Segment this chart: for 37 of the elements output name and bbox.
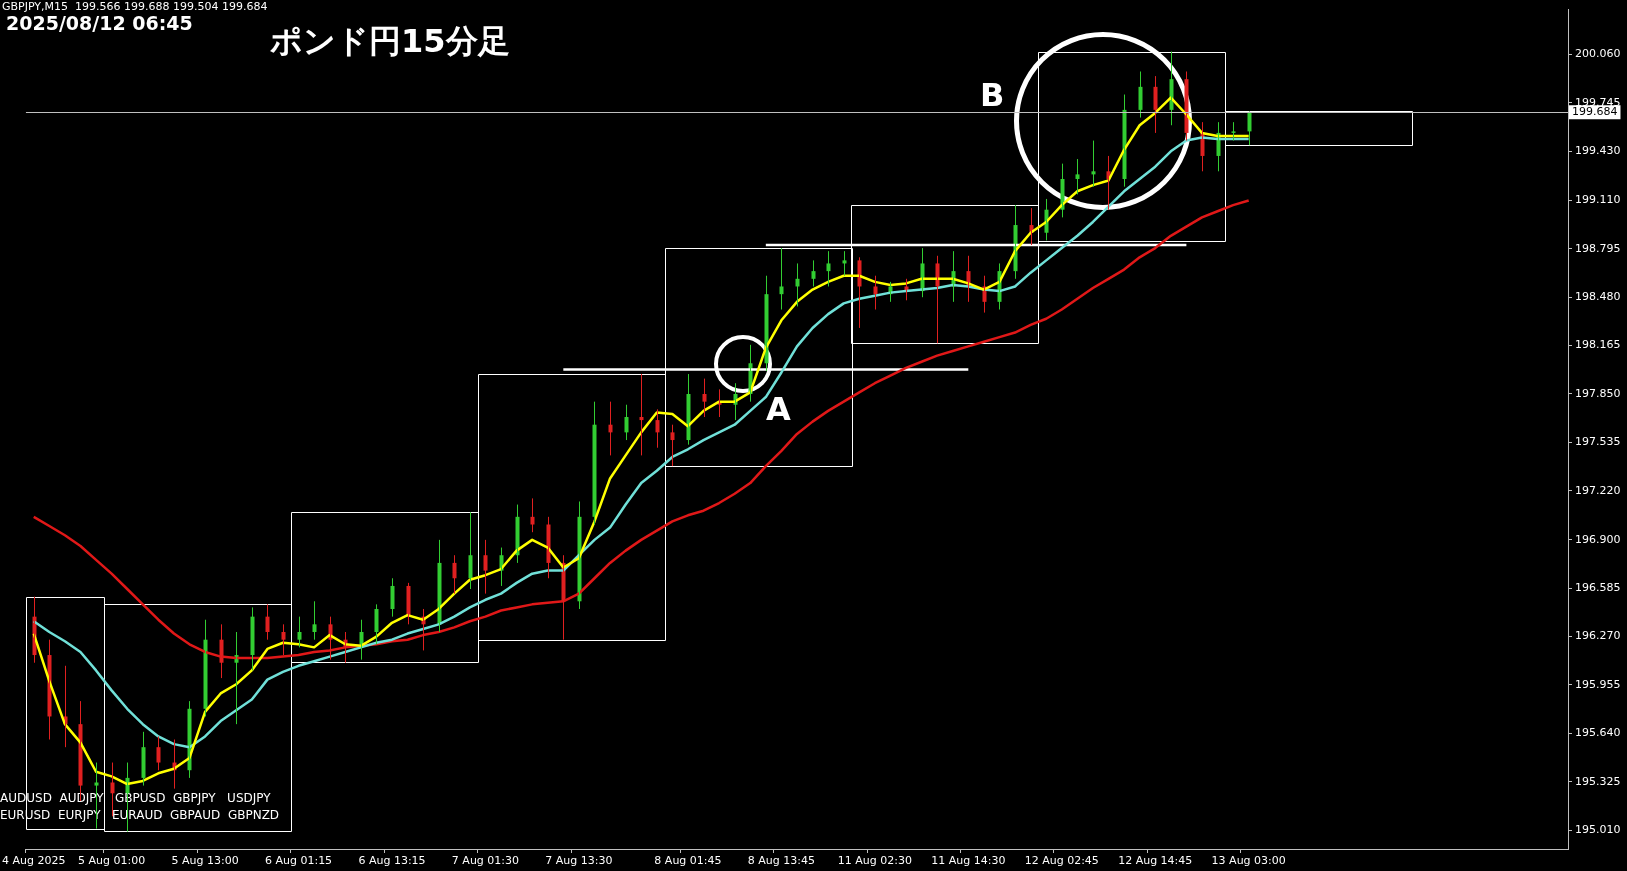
ref-line-label: 199.684	[1572, 105, 1618, 119]
x-tick-label: 4 Aug 2025	[2, 854, 66, 868]
candlestick	[1231, 121, 1236, 142]
x-tick-label: 8 Aug 13:45	[747, 854, 815, 868]
y-tick-label: 198.480	[1575, 290, 1621, 304]
y-tick-label: 196.900	[1575, 532, 1621, 546]
y-tick-label: 196.270	[1575, 629, 1621, 643]
x-tick-label: 7 Aug 13:30	[545, 854, 613, 868]
y-tick-label: 195.010	[1575, 822, 1621, 836]
y-tick-label: 199.430	[1575, 144, 1621, 158]
y-tick-label: 197.220	[1575, 483, 1621, 497]
y-tick-label: 195.640	[1575, 726, 1621, 740]
y-tick-label: 195.325	[1575, 774, 1621, 788]
y-tick-label: 198.165	[1575, 338, 1621, 352]
x-tick-label: 12 Aug 14:45	[1118, 854, 1193, 868]
y-tick-label: 196.585	[1575, 581, 1621, 595]
x-tick-label: 5 Aug 13:00	[171, 854, 239, 868]
x-tick-label: 13 Aug 03:00	[1211, 854, 1286, 868]
x-tick-label: 5 Aug 01:00	[78, 854, 146, 868]
y-tick-label: 200.060	[1575, 47, 1621, 61]
y-tick-label: 198.795	[1575, 241, 1621, 255]
chart-title: ポンド円15分足	[270, 21, 510, 62]
annotation: 2025/08/12 06:45	[6, 12, 193, 35]
y-tick-label: 197.535	[1575, 435, 1621, 449]
annotation: GBPJPY,M15 199.566 199.688 199.504 199.684	[2, 0, 268, 14]
x-tick-label: 6 Aug 01:15	[264, 854, 333, 868]
x-tick-label: 12 Aug 02:45	[1024, 854, 1099, 868]
y-tick-label: 199.110	[1575, 193, 1621, 207]
x-tick-label: 11 Aug 14:30	[931, 854, 1006, 868]
x-tick-label: 6 Aug 13:15	[358, 854, 426, 868]
x-tick-label: 7 Aug 01:30	[451, 854, 520, 868]
x-tick-label: 8 Aug 01:45	[654, 854, 722, 868]
annotation: B	[980, 76, 1005, 115]
y-tick-label: 195.955	[1575, 677, 1621, 691]
y-tick-label: 197.850	[1575, 386, 1621, 400]
annotation: A	[766, 390, 791, 429]
x-tick-label: 11 Aug 02:30	[837, 854, 912, 868]
